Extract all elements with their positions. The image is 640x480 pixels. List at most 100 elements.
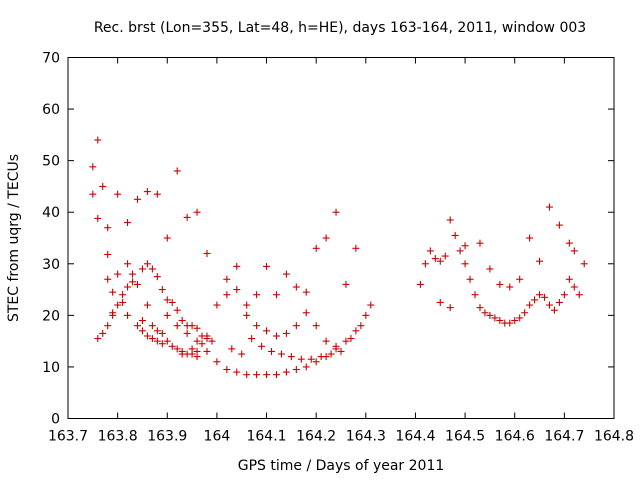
- data-point: [263, 327, 271, 335]
- data-point: [476, 239, 484, 247]
- data-point: [129, 278, 137, 286]
- data-point: [337, 347, 345, 355]
- data-point: [282, 329, 290, 337]
- data-point: [94, 335, 102, 343]
- data-point: [188, 350, 196, 358]
- data-point: [163, 311, 171, 319]
- data-point: [89, 163, 97, 171]
- data-point: [213, 301, 221, 309]
- data-point: [173, 345, 181, 353]
- data-point: [436, 298, 444, 306]
- data-point: [362, 311, 370, 319]
- data-point: [312, 358, 320, 366]
- data-point: [526, 234, 534, 242]
- data-point: [486, 265, 494, 273]
- data-point: [545, 203, 553, 211]
- data-point: [238, 350, 246, 358]
- data-point: [511, 317, 519, 325]
- data-point: [292, 366, 300, 374]
- data-point: [332, 208, 340, 216]
- data-point: [357, 322, 365, 330]
- data-point: [461, 260, 469, 268]
- data-point: [158, 286, 166, 294]
- data-point: [243, 371, 251, 379]
- data-point: [272, 332, 280, 340]
- y-tick-label: 70: [42, 51, 60, 67]
- data-point: [104, 275, 112, 283]
- plot-frame: [67, 57, 615, 419]
- data-point: [188, 322, 196, 330]
- data-point: [158, 340, 166, 348]
- data-point: [193, 324, 201, 332]
- data-point: [312, 322, 320, 330]
- x-axis-label: GPS time / Days of year 2011: [238, 458, 445, 474]
- data-point: [268, 347, 276, 355]
- data-point: [148, 335, 156, 343]
- data-point: [223, 275, 231, 283]
- data-point: [173, 167, 181, 175]
- data-point: [203, 249, 211, 257]
- data-point: [133, 280, 141, 288]
- data-point: [243, 301, 251, 309]
- data-point: [516, 275, 524, 283]
- x-tick-label: 164.2: [296, 429, 336, 445]
- data-point: [208, 337, 216, 345]
- data-point: [536, 291, 544, 299]
- data-point: [158, 329, 166, 337]
- x-tick-label: 163.7: [48, 429, 88, 445]
- data-point: [421, 260, 429, 268]
- data-point: [506, 283, 514, 291]
- data-point: [104, 251, 112, 259]
- data-point: [133, 195, 141, 203]
- data-point: [124, 283, 132, 291]
- y-tick-label: 20: [42, 308, 60, 324]
- data-point: [138, 265, 146, 273]
- data-point: [183, 213, 191, 221]
- x-tick-label: 164.5: [445, 429, 485, 445]
- data-point: [471, 291, 479, 299]
- data-point: [163, 296, 171, 304]
- data-point: [312, 244, 320, 252]
- data-point: [143, 260, 151, 268]
- data-point: [526, 301, 534, 309]
- data-point: [153, 190, 161, 198]
- y-tick-label: 30: [42, 257, 60, 273]
- data-point: [277, 350, 285, 358]
- data-point: [228, 345, 236, 353]
- data-point: [322, 234, 330, 242]
- y-tick-label: 0: [51, 412, 60, 428]
- data-point: [263, 262, 271, 270]
- data-point: [302, 309, 310, 317]
- data-point: [109, 288, 117, 296]
- data-point: [565, 275, 573, 283]
- data-series: [89, 136, 588, 379]
- data-point: [198, 340, 206, 348]
- data-point: [461, 242, 469, 250]
- data-point: [555, 298, 563, 306]
- data-point: [342, 337, 350, 345]
- data-point: [99, 182, 107, 190]
- data-point: [436, 257, 444, 265]
- data-point: [94, 214, 102, 222]
- data-point: [541, 293, 549, 301]
- data-point: [466, 275, 474, 283]
- data-point: [521, 309, 529, 317]
- data-point: [272, 291, 280, 299]
- data-point: [143, 188, 151, 196]
- data-point: [203, 347, 211, 355]
- data-point: [555, 221, 563, 229]
- data-point: [253, 322, 261, 330]
- data-point: [243, 311, 251, 319]
- data-point: [148, 322, 156, 330]
- data-point: [168, 342, 176, 350]
- x-tick-label: 164.6: [495, 429, 535, 445]
- data-point: [119, 298, 127, 306]
- x-tick-label: 164.7: [544, 429, 584, 445]
- data-point: [287, 353, 295, 361]
- data-point: [560, 291, 568, 299]
- x-tick-label: 164: [204, 429, 231, 445]
- data-point: [223, 291, 231, 299]
- data-point: [476, 304, 484, 312]
- data-point: [302, 363, 310, 371]
- data-point: [193, 347, 201, 355]
